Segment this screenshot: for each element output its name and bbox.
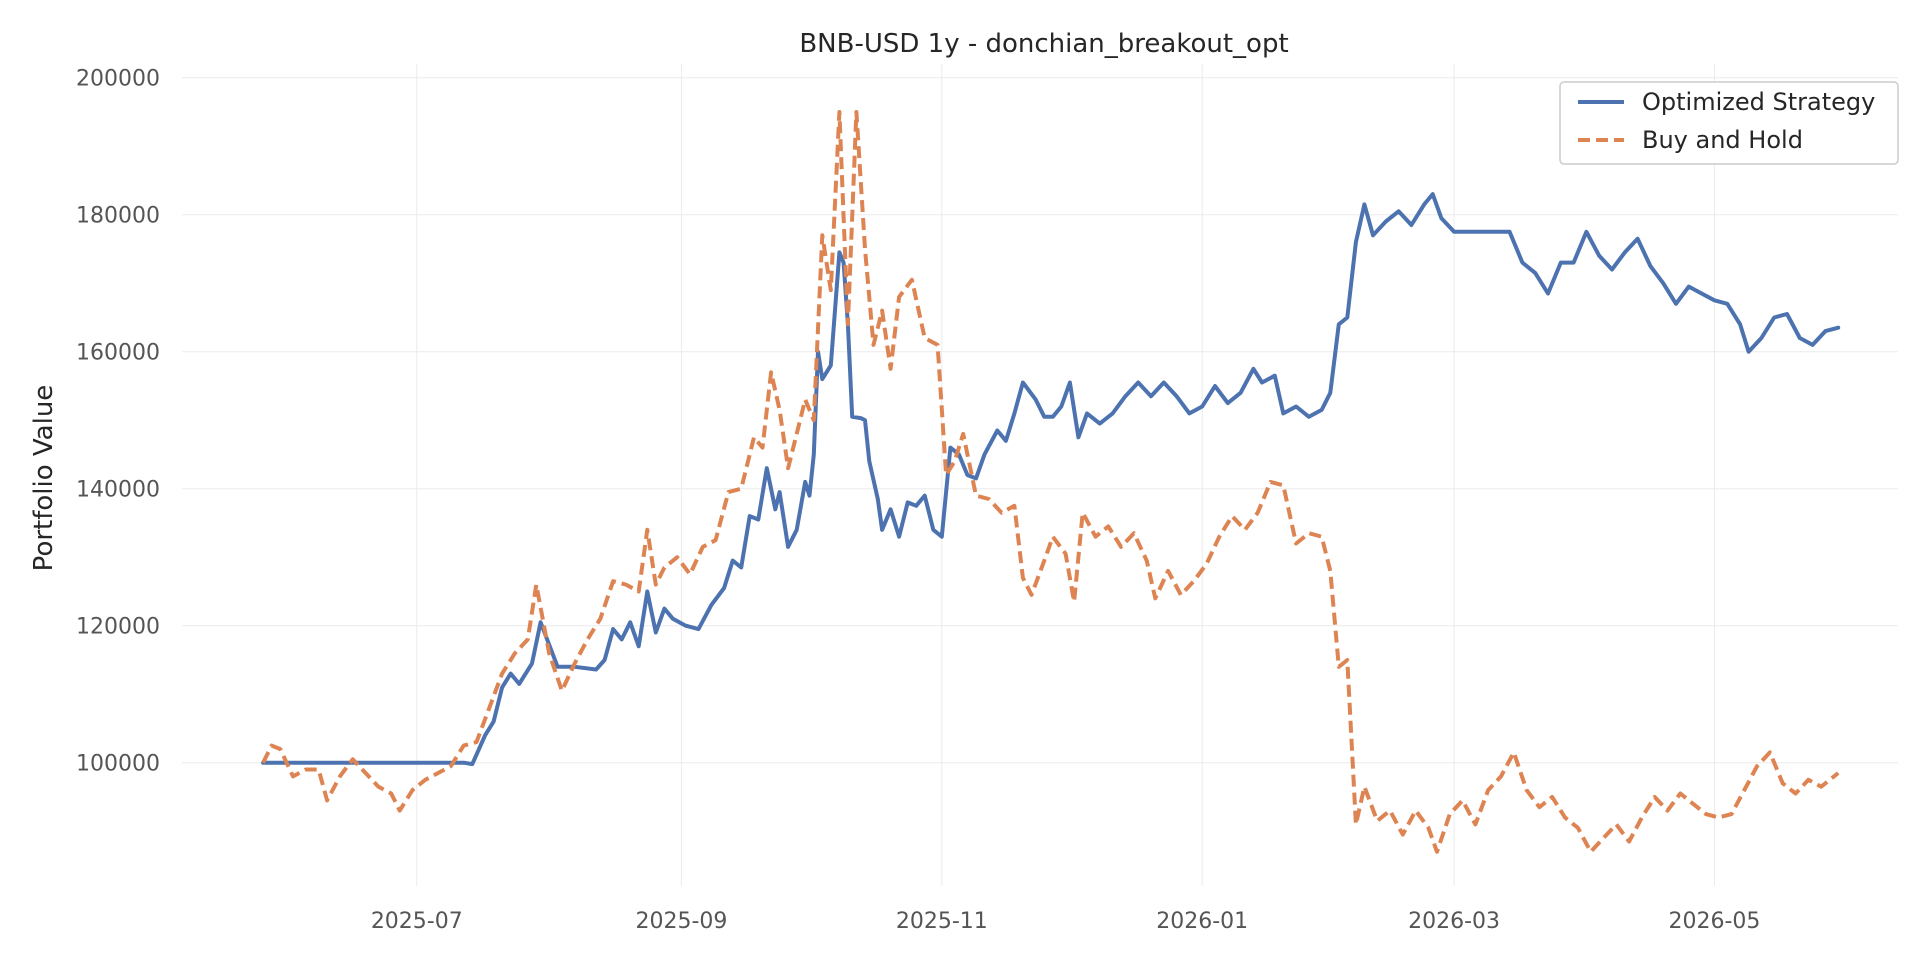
x-tick-label: 2026-03 (1408, 909, 1500, 934)
axis-ticks: 100000 120000 140000 160000 180000 200000 2025… (76, 67, 1760, 934)
x-tick-label: 2025-11 (896, 909, 988, 934)
y-tick-label: 120000 (76, 615, 160, 640)
y-tick-label: 140000 (76, 478, 160, 503)
legend: Optimized Strategy Buy and Hold (1559, 81, 1899, 165)
legend-box (1559, 81, 1899, 165)
series-line-buy-and-hold (261, 110, 1840, 854)
grid (182, 64, 1898, 886)
chart-title: BNB-USD 1y - donchian_breakout_opt (799, 29, 1288, 59)
y-tick-label: 200000 (76, 67, 160, 92)
x-tick-label: 2026-01 (1156, 909, 1248, 934)
legend-label-optimized: Optimized Strategy (1642, 88, 1875, 116)
series-lines (261, 110, 1841, 854)
x-tick-label: 2026-05 (1668, 909, 1760, 934)
y-tick-label: 100000 (76, 752, 160, 777)
y-tick-label: 160000 (76, 341, 160, 366)
series-line-optimized-strategy (261, 192, 1841, 767)
y-tick-label: 180000 (76, 204, 160, 229)
x-tick-label: 2025-07 (371, 909, 463, 934)
y-axis-label: Portfolio Value (29, 385, 59, 572)
x-tick-label: 2025-09 (635, 909, 727, 934)
legend-label-buy-hold: Buy and Hold (1642, 126, 1803, 154)
